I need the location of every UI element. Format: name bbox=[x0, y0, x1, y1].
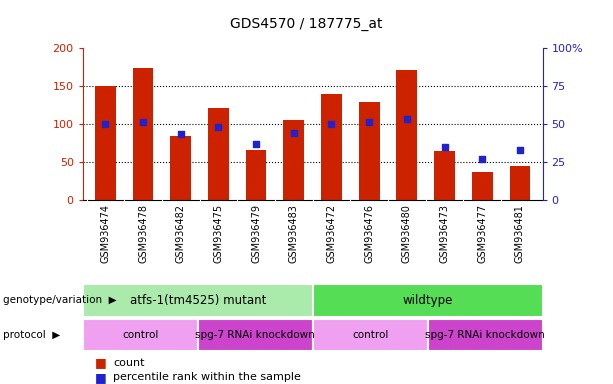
Bar bbox=[321, 94, 342, 200]
Point bbox=[289, 130, 299, 136]
Point bbox=[138, 119, 148, 126]
Bar bbox=[313, 319, 428, 351]
Point bbox=[213, 124, 223, 130]
Bar bbox=[83, 284, 313, 317]
Point bbox=[515, 147, 525, 153]
Text: GSM936479: GSM936479 bbox=[251, 204, 261, 263]
Text: ■: ■ bbox=[95, 356, 107, 369]
Point bbox=[478, 156, 487, 162]
Text: atfs-1(tm4525) mutant: atfs-1(tm4525) mutant bbox=[129, 294, 266, 307]
Bar bbox=[197, 319, 313, 351]
Bar bbox=[313, 284, 543, 317]
Bar bbox=[208, 108, 229, 200]
Text: control: control bbox=[122, 330, 158, 340]
Text: protocol  ▶: protocol ▶ bbox=[3, 330, 60, 340]
Text: GSM936477: GSM936477 bbox=[477, 204, 487, 263]
Text: GDS4570 / 187775_at: GDS4570 / 187775_at bbox=[230, 17, 383, 31]
Text: GSM936475: GSM936475 bbox=[213, 204, 223, 263]
Text: spg-7 RNAi knockdown: spg-7 RNAi knockdown bbox=[196, 330, 315, 340]
Bar bbox=[83, 319, 197, 351]
Point bbox=[364, 119, 374, 126]
Bar bbox=[472, 172, 493, 200]
Bar bbox=[132, 68, 153, 200]
Point bbox=[251, 141, 261, 147]
Point bbox=[176, 131, 186, 137]
Text: GSM936476: GSM936476 bbox=[364, 204, 374, 263]
Text: percentile rank within the sample: percentile rank within the sample bbox=[113, 372, 301, 382]
Text: control: control bbox=[352, 330, 388, 340]
Bar bbox=[170, 136, 191, 200]
Point bbox=[440, 144, 449, 150]
Bar bbox=[283, 120, 304, 200]
Bar bbox=[434, 151, 455, 200]
Text: wildtype: wildtype bbox=[402, 294, 453, 307]
Text: GSM936483: GSM936483 bbox=[289, 204, 299, 263]
Text: ■: ■ bbox=[95, 371, 107, 384]
Text: GSM936474: GSM936474 bbox=[101, 204, 110, 263]
Text: GSM936482: GSM936482 bbox=[176, 204, 186, 263]
Point bbox=[101, 121, 110, 127]
Text: GSM936478: GSM936478 bbox=[138, 204, 148, 263]
Bar bbox=[359, 102, 379, 200]
Text: GSM936473: GSM936473 bbox=[440, 204, 449, 263]
Point bbox=[327, 121, 337, 127]
Point bbox=[402, 116, 412, 122]
Bar bbox=[397, 70, 417, 200]
Bar bbox=[509, 166, 530, 200]
Text: GSM936472: GSM936472 bbox=[327, 204, 337, 263]
Bar bbox=[428, 319, 543, 351]
Text: spg-7 RNAi knockdown: spg-7 RNAi knockdown bbox=[425, 330, 545, 340]
Text: GSM936481: GSM936481 bbox=[515, 204, 525, 263]
Text: count: count bbox=[113, 358, 145, 368]
Text: genotype/variation  ▶: genotype/variation ▶ bbox=[3, 295, 116, 306]
Bar bbox=[246, 150, 267, 200]
Text: GSM936480: GSM936480 bbox=[402, 204, 412, 263]
Bar bbox=[95, 86, 116, 200]
